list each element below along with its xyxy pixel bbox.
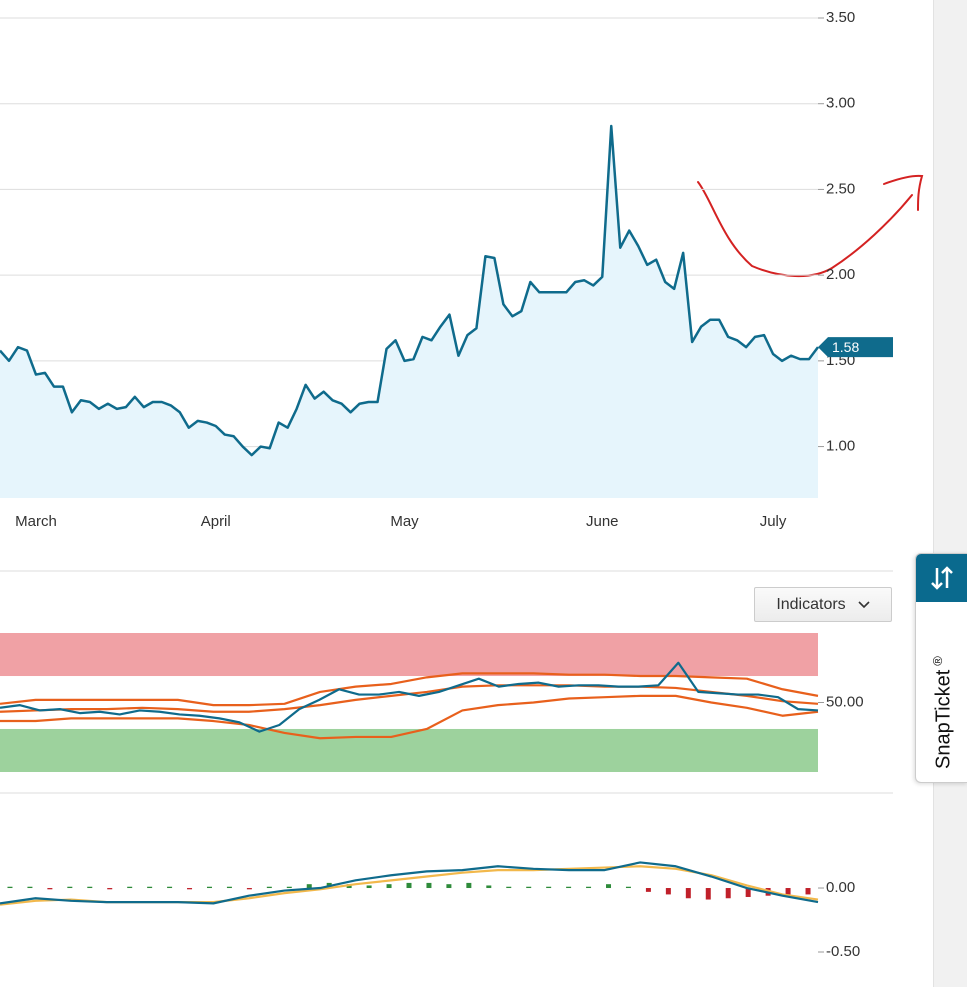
histogram-bar bbox=[486, 885, 492, 889]
histogram-bar bbox=[586, 886, 592, 889]
last-price-badge bbox=[818, 337, 893, 358]
histogram-bar bbox=[87, 886, 93, 889]
indicator-line bbox=[0, 861, 819, 905]
zone-band bbox=[0, 633, 818, 677]
histogram-bar bbox=[426, 882, 432, 889]
histogram-bar bbox=[147, 886, 153, 889]
indicators-button[interactable]: Indicators bbox=[754, 587, 892, 622]
snapticket-label: SnapTicket ® bbox=[930, 599, 956, 769]
histogram-bar bbox=[466, 882, 472, 889]
histogram-bar bbox=[406, 882, 412, 889]
snapticket-icon-box bbox=[916, 554, 967, 602]
histogram-bar bbox=[67, 886, 73, 889]
registered-mark: ® bbox=[930, 656, 945, 666]
histogram-bar bbox=[705, 888, 711, 900]
indicator-line bbox=[0, 661, 819, 733]
snapticket-text: SnapTicket bbox=[932, 669, 955, 769]
histogram-bar bbox=[107, 888, 113, 890]
histogram-bar bbox=[785, 888, 791, 895]
histogram-bar bbox=[546, 886, 552, 889]
y-tick-label: 0.00 bbox=[826, 879, 855, 896]
histogram-bar bbox=[47, 888, 53, 890]
histogram-bar bbox=[685, 888, 691, 899]
price-area bbox=[0, 126, 818, 498]
y-tick-label: 3.50 bbox=[826, 9, 855, 26]
histogram-bar bbox=[306, 884, 312, 889]
x-tick-label: July bbox=[760, 513, 787, 530]
indicator-line bbox=[0, 672, 819, 707]
last-price-label: 1.58 bbox=[832, 339, 859, 355]
histogram-bar bbox=[665, 888, 671, 895]
histogram-bar bbox=[187, 888, 193, 890]
histogram-bar bbox=[526, 886, 532, 889]
histogram-bar bbox=[266, 886, 272, 889]
histogram-bar bbox=[506, 886, 512, 889]
histogram-bar bbox=[167, 886, 173, 889]
histogram-bar bbox=[566, 886, 572, 889]
histogram-bar bbox=[127, 886, 133, 889]
histogram-bar bbox=[206, 886, 212, 889]
zone-band bbox=[0, 728, 818, 772]
histogram-bar bbox=[27, 886, 33, 889]
histogram-bar bbox=[286, 886, 292, 889]
histogram-bar bbox=[606, 884, 612, 889]
histogram-bar bbox=[366, 885, 372, 889]
histogram-bar bbox=[7, 886, 13, 889]
snapticket-tab[interactable]: SnapTicket ® bbox=[915, 553, 967, 783]
y-tick-label: 2.00 bbox=[826, 266, 855, 283]
y-tick-label: 3.00 bbox=[826, 95, 855, 112]
y-tick-label: 50.00 bbox=[826, 693, 864, 710]
x-tick-label: April bbox=[201, 513, 231, 530]
histogram-bar bbox=[625, 886, 631, 889]
histogram-bar bbox=[745, 888, 751, 897]
histogram-bar bbox=[226, 886, 232, 889]
annotation-drawing bbox=[697, 174, 924, 277]
histogram-bar bbox=[246, 888, 252, 890]
scrollbar bbox=[933, 0, 967, 987]
indicator-line bbox=[0, 694, 819, 740]
x-tick-label: May bbox=[390, 513, 419, 530]
histogram-bar bbox=[446, 884, 452, 889]
button-label: Indicators bbox=[776, 595, 846, 613]
price-line bbox=[0, 124, 820, 457]
chevron-icon bbox=[858, 600, 870, 608]
histogram-bar bbox=[645, 888, 651, 892]
x-tick-label: March bbox=[15, 513, 57, 530]
swap-icon bbox=[931, 566, 953, 590]
x-tick-label: June bbox=[586, 513, 619, 530]
histogram-bar bbox=[725, 888, 731, 899]
y-tick-label: -0.50 bbox=[826, 943, 860, 960]
histogram-bar bbox=[805, 888, 811, 895]
histogram-bar bbox=[386, 884, 392, 889]
y-tick-label: 2.50 bbox=[826, 180, 855, 197]
y-tick-label: 1.00 bbox=[826, 438, 855, 455]
